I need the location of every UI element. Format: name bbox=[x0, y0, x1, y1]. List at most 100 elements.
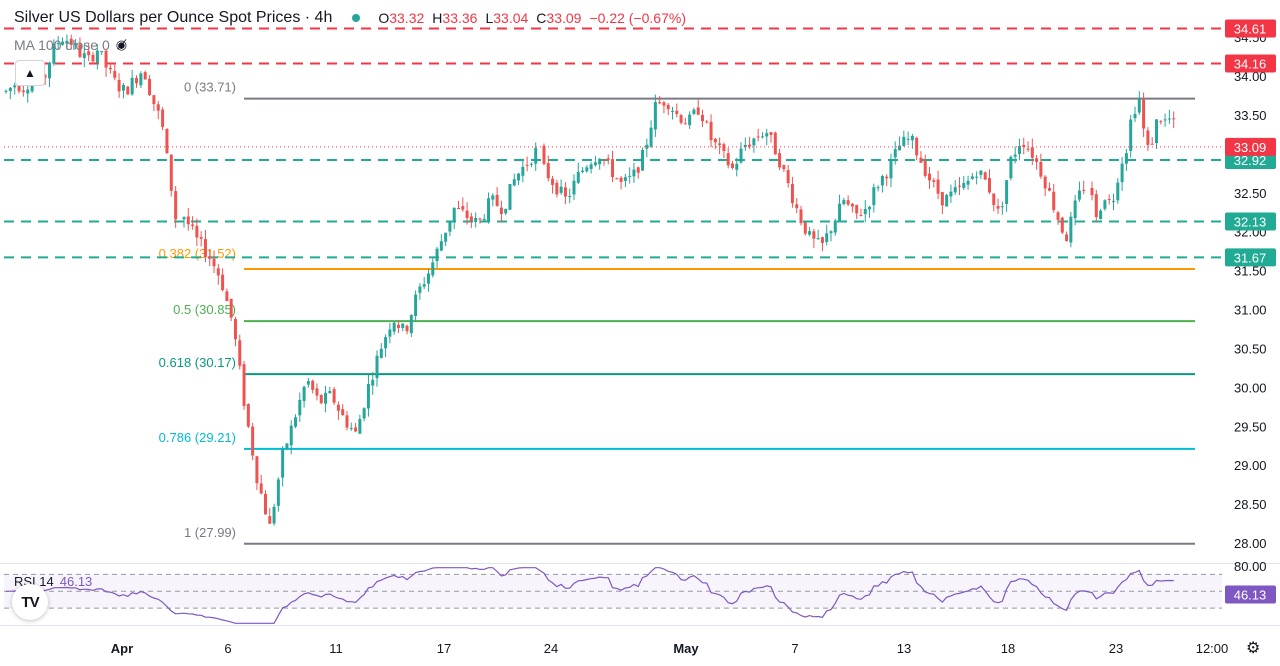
candle-body bbox=[8, 87, 12, 91]
candle-body bbox=[1167, 118, 1171, 120]
rsi-tick-label: 80.00 bbox=[1234, 559, 1267, 574]
candle-body bbox=[829, 231, 833, 234]
candle-body bbox=[675, 110, 679, 115]
candle-body bbox=[52, 43, 56, 64]
candle-body bbox=[910, 136, 914, 141]
candle-body bbox=[713, 138, 717, 143]
candle-body bbox=[121, 85, 125, 91]
candle-body bbox=[641, 149, 645, 171]
candle-body bbox=[212, 258, 216, 267]
candle-body bbox=[525, 164, 529, 166]
candle-body bbox=[692, 109, 696, 114]
chevron-up-icon[interactable]: ▲ bbox=[15, 60, 45, 86]
candle-body bbox=[739, 148, 743, 163]
candle-body bbox=[671, 110, 675, 112]
x-tick-label: 18 bbox=[1001, 641, 1015, 656]
y-tick-label: 32.50 bbox=[1234, 186, 1267, 201]
candle-body bbox=[795, 204, 799, 209]
candle-body bbox=[126, 86, 130, 95]
y-tick-label: 34.00 bbox=[1234, 69, 1267, 84]
low-value: 33.04 bbox=[493, 10, 529, 26]
symbol-title[interactable]: Silver US Dollars per Ounce Spot Prices … bbox=[14, 9, 333, 26]
candle-body bbox=[324, 392, 328, 404]
candle-body bbox=[229, 298, 233, 318]
candle-body bbox=[56, 43, 60, 45]
rsi-value-label: 46.13 bbox=[1234, 588, 1267, 603]
last-price-tag bbox=[1225, 137, 1276, 156]
candle-body bbox=[263, 493, 267, 515]
candle-body bbox=[95, 50, 99, 63]
candle-body bbox=[418, 286, 422, 293]
eye-off-icon[interactable]: ◉̸ bbox=[115, 37, 128, 52]
candle-body bbox=[953, 187, 957, 193]
x-tick-label: 11 bbox=[329, 641, 343, 656]
candle-body bbox=[1107, 199, 1111, 201]
candle-body bbox=[26, 89, 30, 94]
candle-body bbox=[298, 399, 302, 416]
candle-body bbox=[255, 456, 259, 484]
candle-body bbox=[1013, 154, 1017, 157]
candle-body bbox=[461, 206, 465, 210]
level-price-label: 31.67 bbox=[1234, 250, 1267, 265]
candle-body bbox=[799, 209, 803, 224]
candle-body bbox=[1142, 99, 1146, 129]
level-price-label: 32.92 bbox=[1234, 153, 1267, 168]
candle-body bbox=[1116, 182, 1120, 201]
candle-body bbox=[91, 54, 95, 62]
candle-body bbox=[117, 79, 121, 92]
candle-body bbox=[846, 200, 850, 205]
candle-body bbox=[1030, 147, 1034, 158]
candle-body bbox=[1052, 191, 1056, 211]
candle-body bbox=[576, 171, 580, 183]
candle-body bbox=[782, 165, 786, 170]
tradingview-logo[interactable]: TV bbox=[12, 584, 48, 620]
high-label: H bbox=[432, 10, 443, 26]
candle-body bbox=[760, 136, 764, 138]
candle-body bbox=[602, 159, 606, 161]
candle-body bbox=[529, 163, 533, 165]
y-tick-label: 31.00 bbox=[1234, 303, 1267, 318]
y-tick-label: 29.50 bbox=[1234, 419, 1267, 434]
candle-body bbox=[69, 38, 73, 45]
candle-body bbox=[842, 200, 846, 205]
candle-body bbox=[431, 262, 435, 276]
candle-body bbox=[726, 153, 730, 166]
candle-body bbox=[362, 408, 366, 419]
candle-body bbox=[508, 184, 512, 210]
y-tick-label: 31.50 bbox=[1234, 264, 1267, 279]
candle-body bbox=[315, 388, 319, 396]
candle-body bbox=[65, 40, 69, 44]
candle-body bbox=[246, 404, 250, 427]
candle-body bbox=[859, 215, 863, 217]
candle-body bbox=[572, 180, 576, 195]
candle-body bbox=[987, 178, 991, 193]
candle-body bbox=[474, 217, 478, 223]
candle-body bbox=[585, 167, 589, 172]
candle-body bbox=[457, 208, 461, 210]
candle-body bbox=[512, 179, 516, 186]
ohlc-readout: O33.32 H33.36 L33.04 C33.09 −0.22 (−0.67%) bbox=[378, 10, 694, 26]
candle-body bbox=[1120, 163, 1124, 183]
candle-body bbox=[1035, 158, 1039, 162]
candle-body bbox=[174, 191, 178, 220]
candle-body bbox=[448, 221, 452, 232]
y-tick-label: 30.50 bbox=[1234, 341, 1267, 356]
candle-body bbox=[589, 164, 593, 169]
candle-body bbox=[405, 325, 409, 332]
candle-body bbox=[808, 231, 812, 235]
candle-body bbox=[221, 274, 225, 290]
market-status-icon bbox=[352, 14, 361, 22]
candle-body bbox=[928, 173, 932, 181]
gear-icon[interactable]: ⚙ bbox=[1246, 640, 1261, 657]
candle-body bbox=[970, 176, 974, 179]
ma-indicator-legend[interactable]: MA 100 close 0 ◉̸ bbox=[14, 37, 127, 53]
candle-body bbox=[923, 160, 927, 176]
candle-body bbox=[366, 384, 370, 409]
candle-body bbox=[401, 323, 405, 328]
candle-body bbox=[773, 132, 777, 155]
candle-body bbox=[1159, 121, 1163, 123]
candle-body bbox=[1065, 234, 1069, 242]
candle-body bbox=[306, 381, 310, 385]
x-tick-label: 17 bbox=[437, 641, 451, 656]
